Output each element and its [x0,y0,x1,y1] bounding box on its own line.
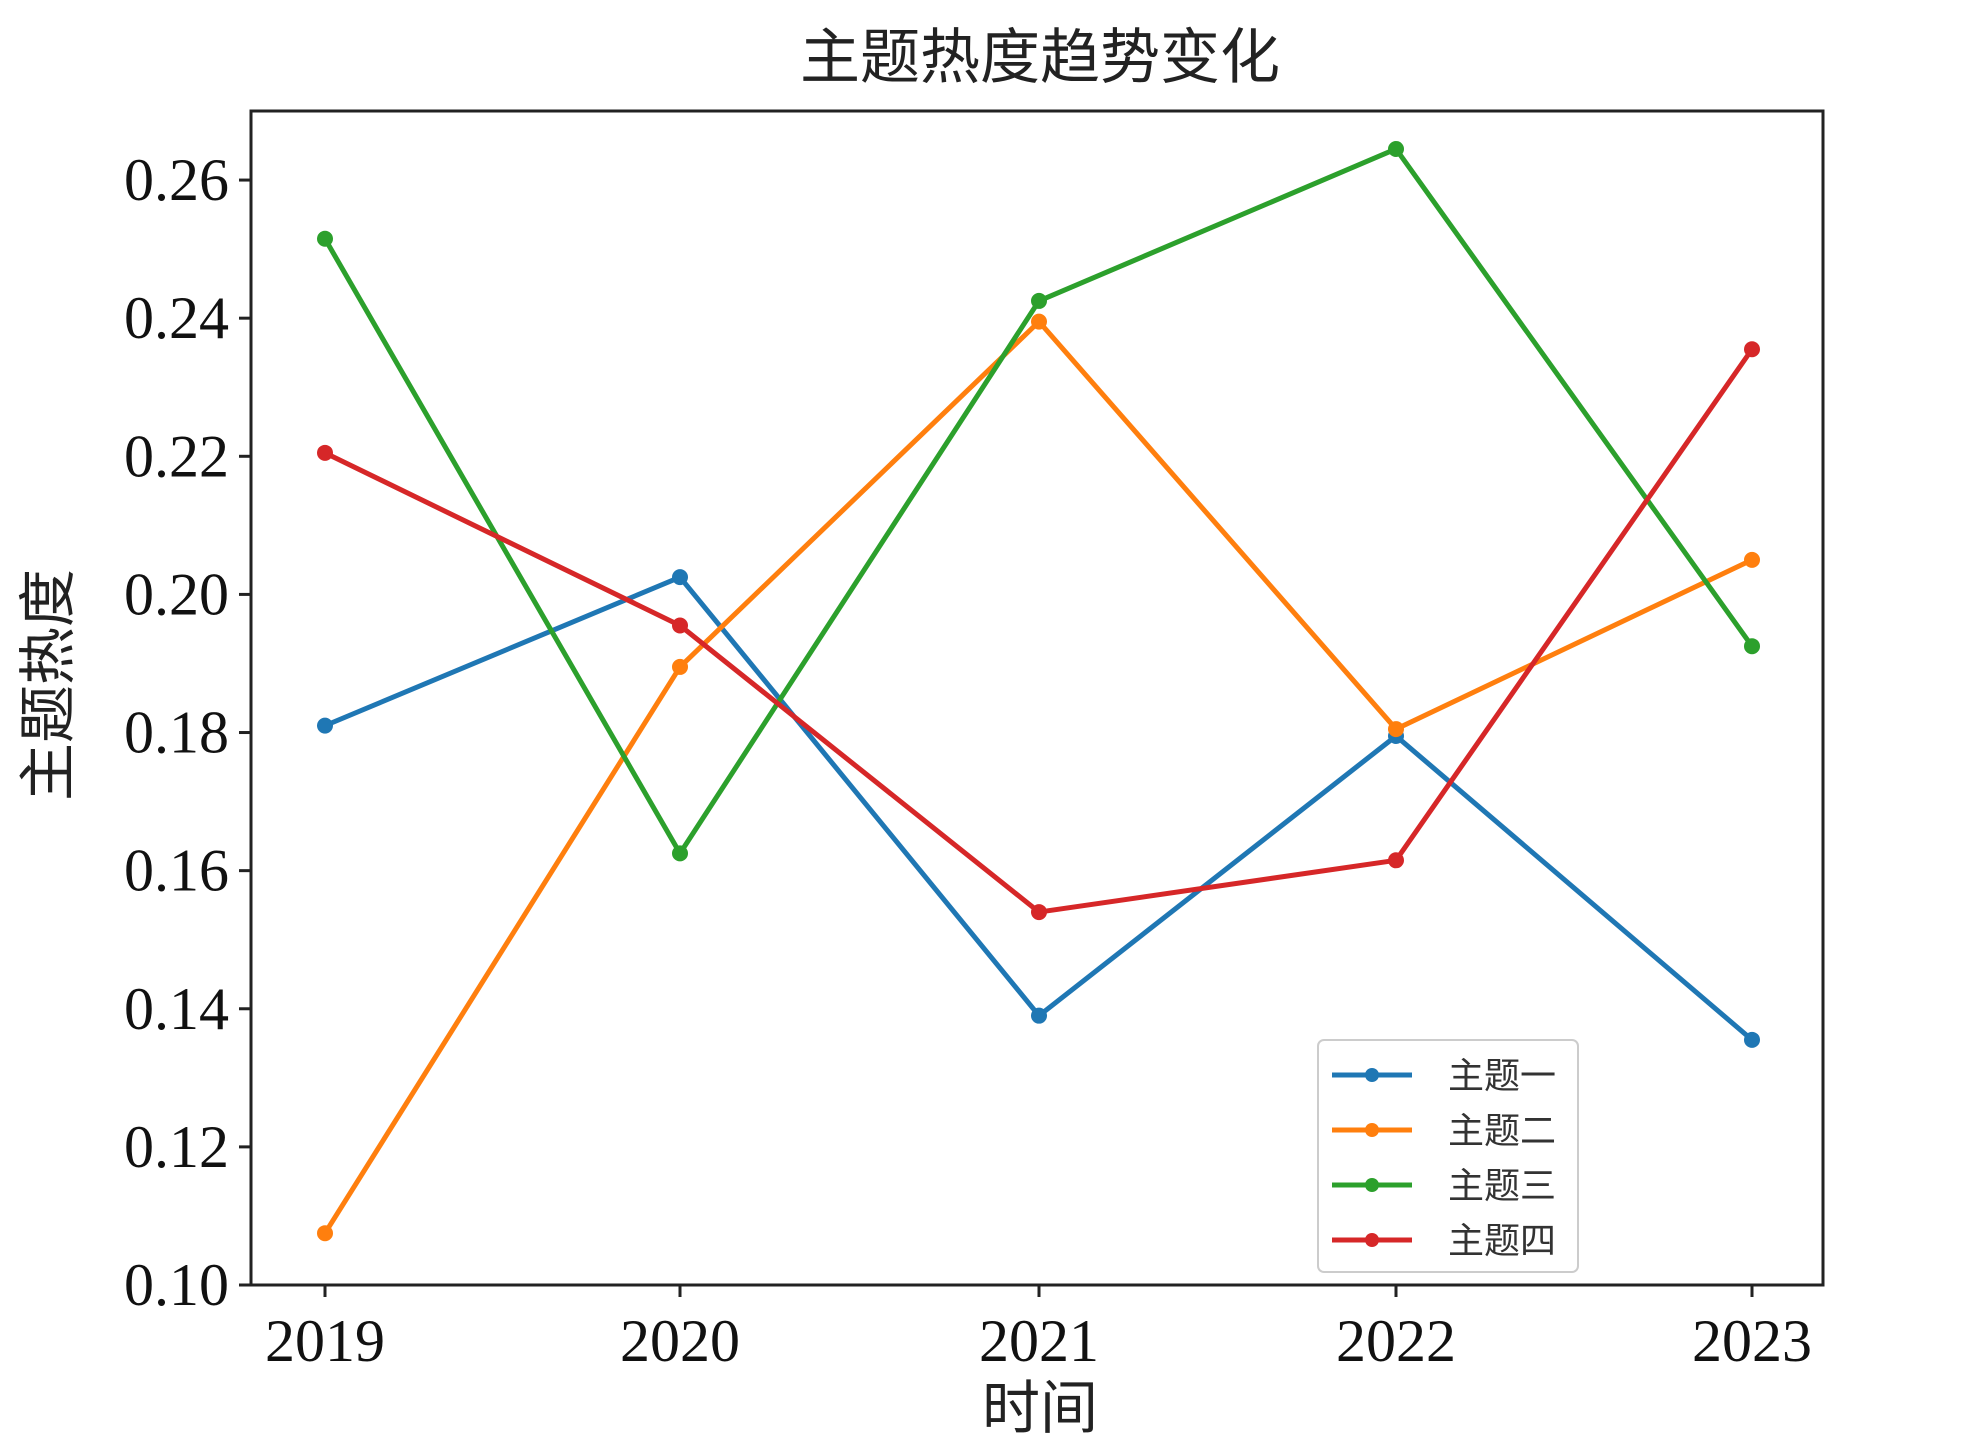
data-point [1744,341,1760,358]
x-tick-label: 2022 [1336,1308,1456,1374]
data-point [1031,292,1047,309]
legend-marker [1365,1233,1379,1247]
data-point [672,658,688,675]
legend-marker [1365,1178,1379,1192]
y-axis-label: 主题热度 [14,569,82,801]
legend-label: 主题三 [1448,1166,1556,1207]
data-point [1744,551,1760,568]
data-point [1388,852,1404,869]
y-tick-label: 0.16 [124,838,229,904]
series-line-3 [322,146,1755,856]
data-point [1031,313,1047,330]
x-tick-label: 2023 [1692,1308,1812,1374]
legend-label: 主题一 [1448,1056,1556,1097]
data-point [672,569,688,586]
data-point [1744,1031,1760,1048]
data-point [1031,1007,1047,1024]
data-point [1031,904,1047,921]
data-point [1744,638,1760,655]
x-tick-label: 2021 [979,1308,1099,1374]
plot-frame [249,109,1825,1287]
y-tick-label: 0.14 [124,976,229,1042]
chart-title: 主题热度趋势变化 [800,23,1280,93]
legend-label: 主题二 [1448,1111,1556,1152]
data-point [317,1225,333,1242]
data-point [672,845,688,862]
y-tick-label: 0.22 [124,423,229,489]
x-axis-label: 时间 [982,1374,1098,1442]
x-tick-label: 2019 [265,1308,385,1374]
x-tick-label: 2020 [620,1308,740,1374]
series-line-4 [322,346,1755,915]
data-point [672,617,688,634]
legend-marker [1365,1123,1379,1137]
y-tick-label: 0.20 [124,561,229,627]
y-tick-label: 0.24 [124,285,229,351]
y-tick-label: 0.12 [124,1114,229,1180]
series-line-1 [322,574,1755,1043]
y-tick-label: 0.10 [124,1252,229,1318]
legend-label: 主题四 [1448,1221,1556,1262]
data-point [317,717,333,734]
y-tick-label: 0.26 [124,147,229,213]
data-point [317,444,333,461]
data-point [1388,140,1404,157]
legend-box [1317,1039,1579,1273]
legend-marker [1365,1068,1379,1082]
data-point [1388,721,1404,738]
data-point [317,230,333,247]
y-tick-label: 0.18 [124,700,229,766]
